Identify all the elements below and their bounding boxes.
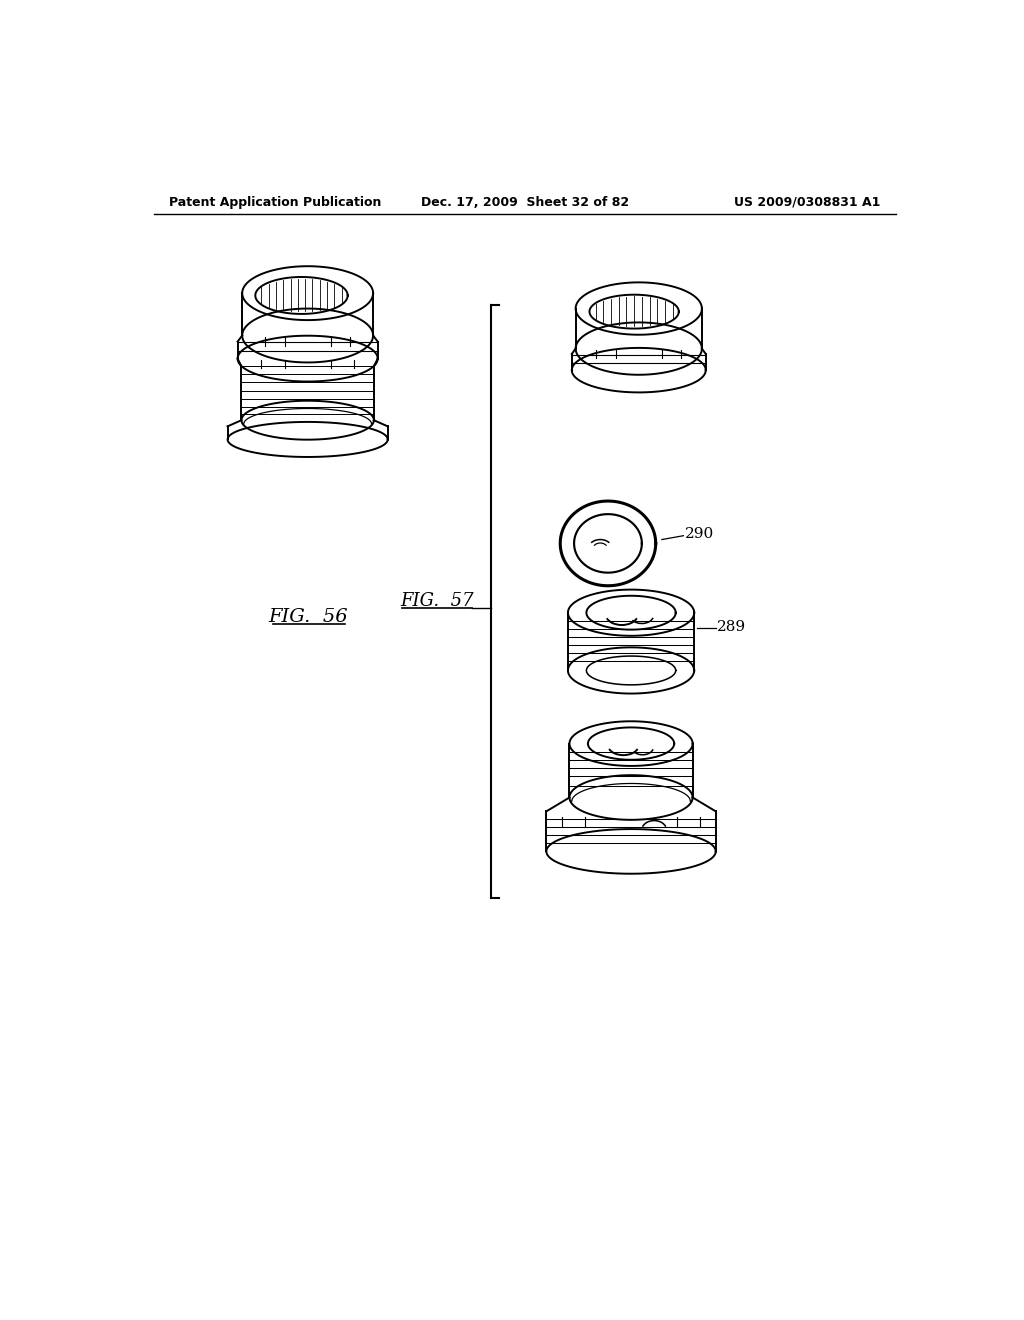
Text: FIG.  56: FIG. 56 xyxy=(268,607,347,626)
Text: Patent Application Publication: Patent Application Publication xyxy=(169,195,381,209)
Text: US 2009/0308831 A1: US 2009/0308831 A1 xyxy=(734,195,881,209)
Text: Dec. 17, 2009  Sheet 32 of 82: Dec. 17, 2009 Sheet 32 of 82 xyxy=(421,195,629,209)
Text: FIG.  57: FIG. 57 xyxy=(400,593,474,610)
Text: 289: 289 xyxy=(717,619,746,634)
Text: 290: 290 xyxy=(685,527,714,541)
